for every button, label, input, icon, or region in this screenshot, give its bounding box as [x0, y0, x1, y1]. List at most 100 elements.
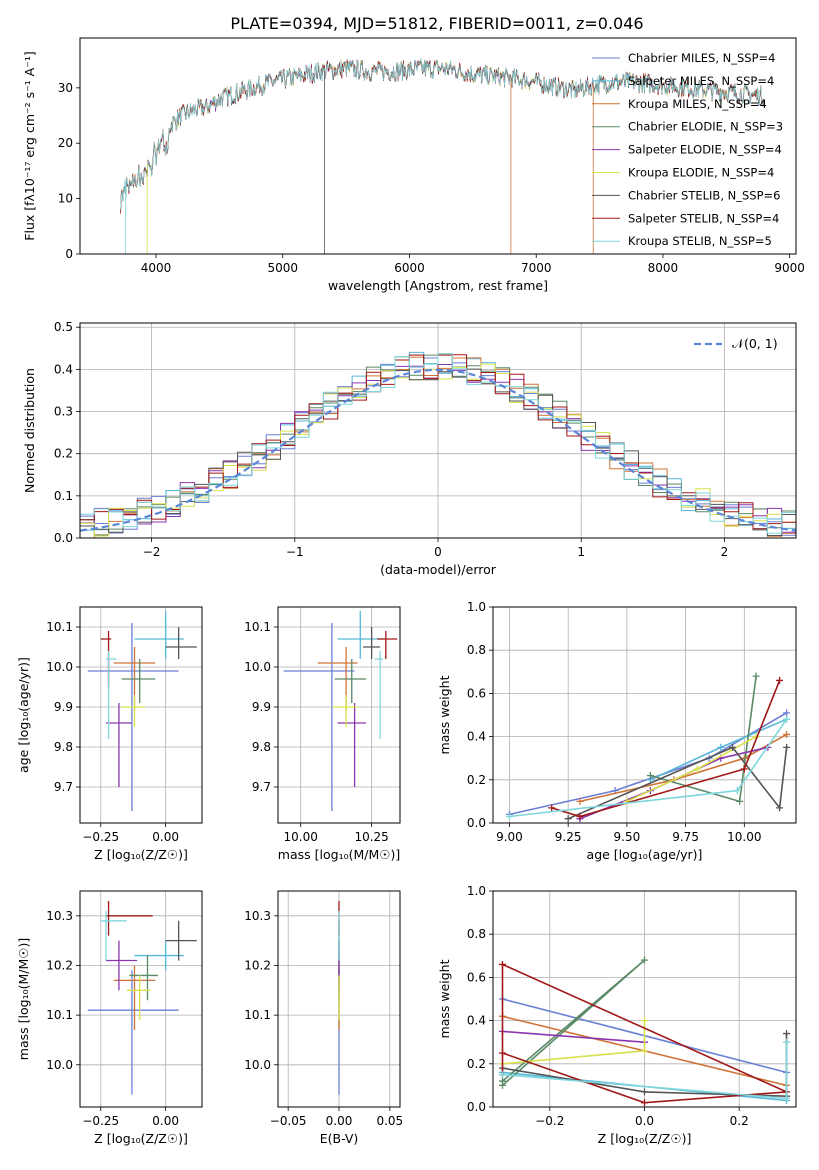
x-tick-label: −0.25 — [82, 1114, 119, 1128]
y-tick-label: 0.0 — [54, 531, 73, 545]
y-tick-label: 0.0 — [467, 1100, 486, 1114]
y-tick-label: 1.0 — [467, 884, 486, 898]
x-tick-label: 7000 — [521, 261, 552, 275]
x-tick-label: −1 — [286, 545, 304, 559]
weight-marker — [498, 1071, 506, 1079]
x-tick-label: 9.00 — [496, 830, 523, 844]
panel-z-mass: −0.25 0.00 10.0 10.1 10.2 10.3 Z [log₁₀(Z/Z☉)]… — [16, 890, 203, 1146]
weight-marker — [641, 1088, 648, 1096]
y-tick-label: 20 — [58, 136, 73, 150]
axes-frame — [277, 890, 401, 1108]
panel-age-weight: 9.00 9.25 9.50 9.75 10.00 0.0 0.2 0.4 0.6 0.8 1.0 a… — [437, 600, 797, 862]
axes: −2 −1 0 1 2 0.0 0.1 0.2 0.3 0.4 0.5 (data-model)/er… — [22, 320, 797, 577]
y-tick-label: 0.8 — [467, 643, 486, 657]
weight-marker — [783, 1094, 791, 1102]
x-tick-label: −2 — [143, 545, 161, 559]
weight-marker — [564, 815, 572, 823]
legend-label: Chabrier MILES, N_SSP=4 — [628, 51, 775, 65]
weight-marker — [783, 715, 791, 723]
weight-marker — [776, 804, 784, 812]
weight-marker — [646, 771, 654, 779]
weight-marker — [576, 813, 584, 821]
x-tick-label: 0 — [434, 545, 442, 559]
legend-label: Kroupa MILES, N_SSP=4 — [628, 97, 767, 111]
x-tick-label: 9.75 — [672, 830, 699, 844]
plot-area — [87, 900, 197, 1095]
y-tick-label: 0 — [65, 247, 73, 261]
axes: −0.25 0.00 10.0 10.1 10.2 10.3 Z [log₁₀(Z/Z☉)]… — [16, 890, 203, 1146]
weight-marker — [505, 813, 513, 821]
x-tick-label: −0.25 — [82, 830, 119, 844]
weight-marker — [498, 1049, 506, 1057]
weight-line-3 — [501, 959, 646, 1086]
plot-area — [120, 58, 765, 254]
axes-frame — [79, 322, 797, 539]
axes-frame — [492, 606, 797, 824]
axes: 9.00 9.25 9.50 9.75 10.00 0.0 0.2 0.4 0.6 0.8 1.0 a… — [437, 600, 797, 862]
y-tick-label: 9.8 — [252, 740, 271, 754]
y-tick-label: 1.0 — [467, 600, 486, 614]
x-tick-label: 2 — [721, 545, 729, 559]
weight-line-5 — [502, 1020, 646, 1065]
axes: −0.25 0.00 9.7 9.8 9.9 10.0 10.1 Z [log₁₀(Z/Z☉)… — [16, 606, 203, 862]
y-tick-label: 30 — [58, 81, 73, 95]
weight-marker — [783, 1038, 791, 1046]
x-axis-label: (data-model)/error — [380, 562, 497, 577]
axes: −0.2 0.0 0.2 0.0 0.2 0.4 0.6 0.8 1.0 Z [log₁₀(Z/Z… — [437, 884, 797, 1146]
x-tick-label: 0.0 — [635, 1114, 654, 1128]
histogram-step-8 — [80, 353, 796, 534]
normal-curve — [80, 368, 796, 532]
y-tick-label: 0.4 — [467, 1014, 486, 1028]
axes: 10.00 10.25 9.7 9.8 9.9 10.0 10.1 mass [log₁₀(M… — [244, 606, 401, 862]
weight-marker — [498, 1077, 506, 1085]
x-tick-label: 0.00 — [152, 830, 179, 844]
plot-area — [87, 611, 197, 811]
legend-label: Salpeter MILES, N_SSP=4 — [628, 74, 774, 88]
panel-mass-age: 10.00 10.25 9.7 9.8 9.9 10.0 10.1 mass [log₁₀(M… — [244, 606, 401, 862]
weight-marker — [641, 956, 648, 964]
weight-marker — [783, 709, 791, 717]
x-tick-label: 9.25 — [555, 830, 582, 844]
y-tick-label: 10.3 — [244, 909, 271, 923]
x-tick-label: 4000 — [141, 261, 172, 275]
weight-line-6 — [567, 746, 788, 820]
panel-spectrum: 4000 5000 6000 7000 8000 9000 0 10 20 30 wavelengt… — [22, 37, 805, 293]
weight-marker — [776, 676, 784, 684]
plot-area — [80, 351, 796, 538]
y-tick-label: 0.2 — [54, 447, 73, 461]
y-tick-label: 0.4 — [54, 362, 73, 376]
x-tick-label: 9000 — [774, 261, 805, 275]
plot-area — [283, 611, 398, 811]
x-axis-label: Z [log₁₀(Z/Z☉)] — [94, 1131, 188, 1146]
x-tick-label: 0.05 — [376, 1114, 403, 1128]
legend: Chabrier MILES, N_SSP=4 Salpeter MILES, N… — [592, 51, 783, 248]
weight-marker — [783, 1030, 791, 1038]
y-tick-label: 9.9 — [252, 700, 271, 714]
axes: −0.05 0.00 0.05 10.0 10.1 10.2 10.3 E(B-V) — [244, 890, 403, 1146]
weight-line-4 — [502, 1030, 645, 1043]
weight-line-2 — [579, 733, 787, 803]
weight-marker — [717, 743, 725, 751]
y-tick-label: 9.7 — [252, 780, 271, 794]
weight-marker — [693, 765, 701, 773]
y-tick-label: 10.0 — [244, 660, 271, 674]
y-tick-label: 9.8 — [54, 740, 73, 754]
weight-marker — [548, 804, 556, 812]
x-axis-label: age [log₁₀(age/yr)] — [587, 847, 703, 862]
legend-label: Chabrier ELODIE, N_SSP=3 — [628, 120, 783, 134]
y-tick-label: 0.3 — [54, 405, 73, 419]
x-tick-label: 0.2 — [730, 1114, 749, 1128]
weight-marker — [641, 1047, 648, 1055]
y-tick-label: 9.9 — [54, 700, 73, 714]
y-tick-label: 0.0 — [467, 816, 486, 830]
y-tick-label: 0.2 — [467, 773, 486, 787]
legend-label: Salpeter STELIB, N_SSP=4 — [628, 211, 779, 225]
axes-frame — [79, 606, 203, 824]
y-axis-label: mass weight — [437, 959, 452, 1038]
y-tick-label: 10 — [58, 192, 73, 206]
y-tick-label: 10.3 — [46, 909, 73, 923]
weight-marker — [752, 672, 760, 680]
x-tick-label: 0.00 — [326, 1114, 353, 1128]
y-tick-label: 10.0 — [244, 1058, 271, 1072]
y-tick-label: 0.6 — [467, 970, 486, 984]
